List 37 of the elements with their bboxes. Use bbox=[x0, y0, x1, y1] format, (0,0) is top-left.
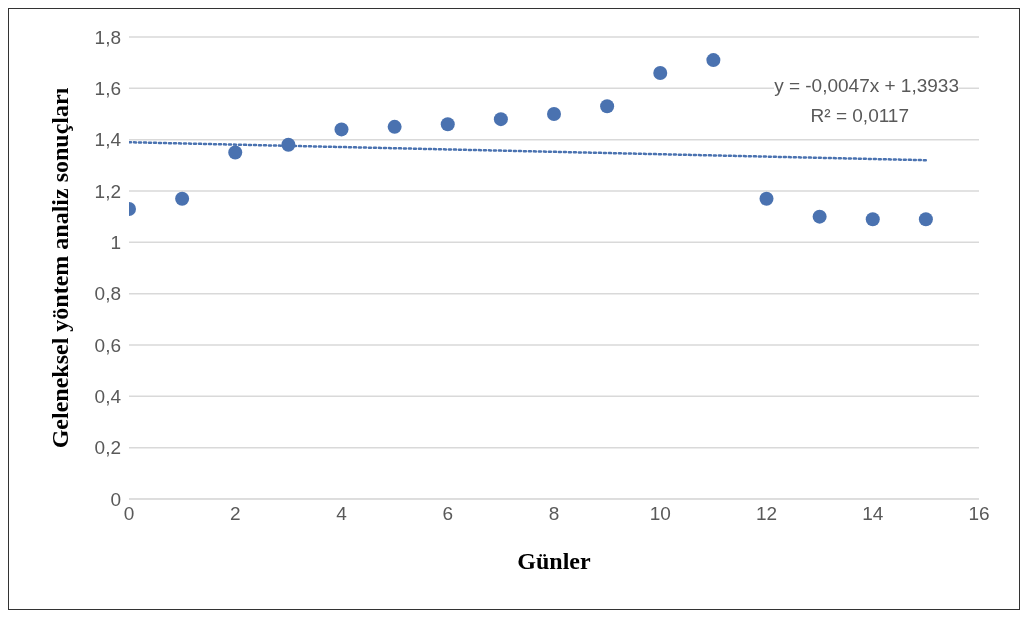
point bbox=[918, 212, 933, 227]
x-tick-label: 12 bbox=[755, 503, 778, 525]
y-tick-label: 0,2 bbox=[94, 437, 121, 459]
point bbox=[334, 122, 349, 137]
y-axis-title: Geleneksel yöntem analiz sonuçları bbox=[46, 87, 73, 449]
point bbox=[653, 65, 668, 80]
y-tick-label: 1,2 bbox=[94, 180, 121, 202]
y-tick-label: 0,4 bbox=[94, 386, 122, 408]
point bbox=[600, 99, 615, 114]
x-tick-label: 16 bbox=[968, 503, 990, 525]
point bbox=[493, 112, 508, 127]
y-tick-label: 1 bbox=[110, 232, 121, 254]
x-tick-label: 10 bbox=[649, 503, 671, 525]
y-tick-label: 1,8 bbox=[94, 26, 121, 48]
annotation: R² = 0,0117 bbox=[810, 105, 909, 127]
y-tick-label: 0,6 bbox=[94, 334, 121, 356]
point bbox=[387, 119, 402, 134]
x-axis-title: Günler bbox=[517, 548, 592, 574]
point bbox=[547, 107, 561, 121]
point bbox=[281, 137, 296, 152]
y-tick-label: 1,4 bbox=[94, 129, 122, 151]
point bbox=[440, 117, 455, 132]
y-tick-label: 0,8 bbox=[94, 283, 121, 305]
x-tick-label: 14 bbox=[862, 503, 884, 525]
point bbox=[812, 209, 827, 224]
point bbox=[865, 212, 880, 227]
point bbox=[175, 191, 190, 206]
x-tick-label: 2 bbox=[229, 503, 241, 525]
y-tick-label: 0 bbox=[110, 488, 121, 510]
point bbox=[228, 145, 243, 160]
point bbox=[759, 191, 774, 206]
point bbox=[706, 53, 721, 68]
x-tick-label: 8 bbox=[548, 503, 560, 525]
x-tick-label: 4 bbox=[336, 503, 348, 525]
x-tick-label: 6 bbox=[442, 503, 454, 525]
annotation: y = -0,0047x + 1,3933 bbox=[774, 75, 959, 97]
y-tick-label: 1,6 bbox=[94, 78, 121, 100]
